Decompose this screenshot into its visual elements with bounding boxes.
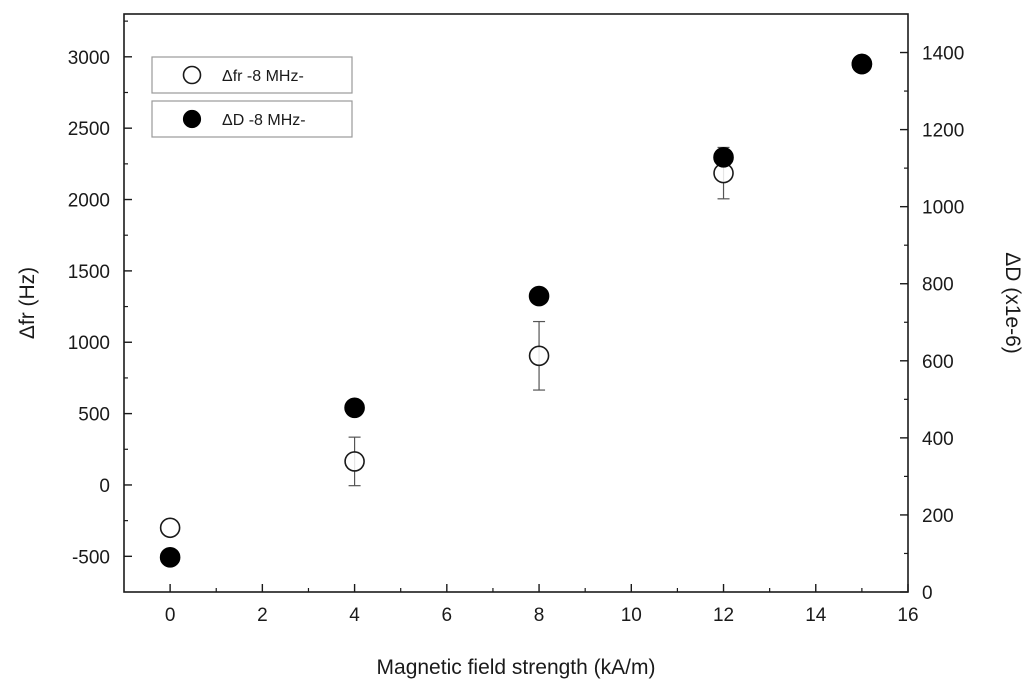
y-tick-label: 2000 [68, 191, 110, 212]
y-tick-label: 500 [78, 405, 110, 426]
y2-tick-label: 1400 [922, 44, 964, 65]
legend-marker-fr [182, 65, 202, 85]
x-axis: 0 2 4 6 8 10 12 14 16 [165, 584, 919, 626]
x-tick-label: 6 [442, 605, 453, 626]
data-point-delta-d [159, 547, 181, 568]
y2-tick-label: 0 [922, 583, 933, 604]
y2-tick-label: 200 [922, 506, 954, 527]
y-axis-left-title: Δfr (Hz) [16, 267, 39, 339]
x-tick-label: 2 [257, 605, 268, 626]
data-point-delta-fr [159, 517, 181, 539]
y2-tick-label: 600 [922, 352, 954, 373]
legend-marker-d [182, 109, 202, 129]
y2-tick-label: 1000 [922, 198, 964, 219]
y2-tick-label: 1200 [922, 121, 964, 142]
data-point-delta-fr [344, 451, 365, 472]
x-axis-title: Magnetic field strength (kA/m) [377, 656, 656, 679]
y-tick-label: 1000 [68, 333, 110, 354]
plot-frame [123, 13, 909, 593]
y2-tick-label: 400 [922, 429, 954, 450]
data-point-delta-fr [528, 345, 550, 367]
legend-label-fr: Δfr -8 MHz- [222, 68, 304, 85]
data-point-delta-d [344, 397, 365, 419]
data-points [159, 53, 873, 568]
x-tick-label: 10 [621, 605, 642, 626]
y-axis-left: -500 0 500 1000 1500 2000 2500 3000 [68, 20, 132, 568]
y-tick-label: 1500 [68, 262, 110, 283]
y2-tick-label: 800 [922, 275, 954, 296]
legend-label-d: ΔD -8 MHz- [222, 112, 306, 129]
x-tick-label: 12 [713, 605, 734, 626]
y-tick-label: -500 [72, 547, 110, 568]
y-tick-label: 0 [99, 476, 110, 497]
y-tick-label: 3000 [68, 48, 110, 69]
y-axis-right-title: ΔD (x1e-6) [1001, 252, 1024, 354]
data-point-delta-d [528, 285, 550, 307]
x-tick-label: 4 [349, 605, 360, 626]
legend: Δfr -8 MHz- ΔD -8 MHz- [151, 56, 353, 138]
x-tick-label: 16 [897, 605, 918, 626]
x-tick-label: 0 [165, 605, 176, 626]
x-tick-label: 14 [805, 605, 827, 626]
y-axis-right: 0 200 400 600 800 1000 1200 1400 [900, 44, 964, 604]
y-tick-label: 2500 [68, 119, 110, 140]
data-point-delta-d [851, 53, 873, 75]
x-tick-label: 8 [534, 605, 545, 626]
data-point-delta-d [713, 147, 734, 168]
